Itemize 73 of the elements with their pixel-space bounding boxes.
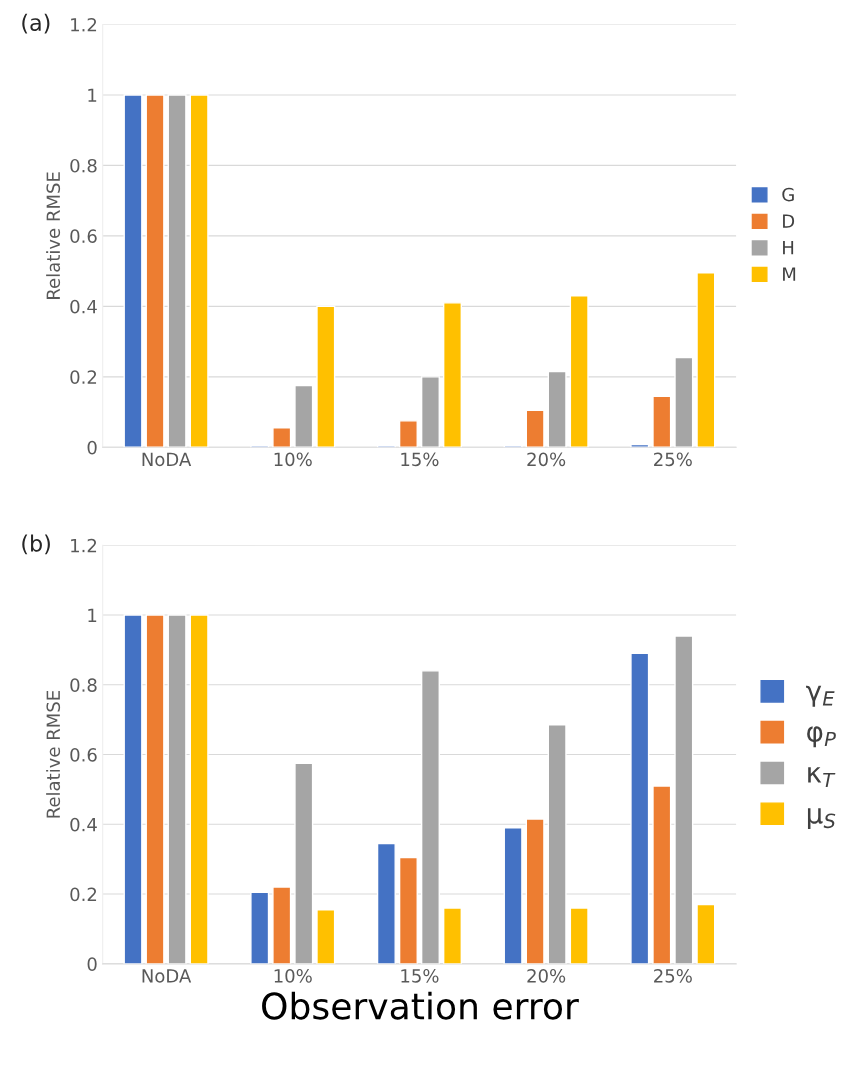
- bar: [250, 891, 270, 964]
- legend-label: G: [782, 187, 794, 202]
- bar: [630, 652, 650, 964]
- x-tick-label: 25%: [654, 969, 692, 983]
- bar: [316, 305, 336, 448]
- y-tick-label: 0.6: [70, 229, 97, 244]
- bar: [525, 409, 545, 448]
- bar: [294, 384, 314, 448]
- bar: [652, 395, 672, 448]
- y-tick-label: 1: [88, 608, 97, 622]
- bar: [272, 427, 292, 448]
- y-tick-label: 0.4: [70, 817, 97, 832]
- bar: [123, 614, 143, 964]
- legend-label: κ$_{T}$: [808, 767, 836, 788]
- bar: [123, 94, 143, 448]
- y-axis-title: Relative RMSE: [46, 690, 61, 818]
- y-axis-title: Relative RMSE: [46, 172, 61, 299]
- legend-label: H: [783, 240, 794, 255]
- x-tick-label: 20%: [527, 452, 566, 467]
- y-tick-label: 0.8: [70, 158, 97, 173]
- bar: [569, 907, 589, 964]
- y-tick-label: 1.2: [71, 538, 97, 553]
- bar: [189, 94, 209, 448]
- bar: [696, 903, 716, 964]
- bar: [145, 614, 165, 964]
- legend-label: γ$_{E}$: [806, 685, 835, 707]
- x-axis-title: Observation error: [262, 991, 579, 1020]
- text: (b): [22, 534, 50, 555]
- x-tick-label: 25%: [654, 452, 692, 467]
- bar: [569, 295, 589, 448]
- bar: [442, 302, 462, 448]
- text: (a): [22, 13, 50, 34]
- y-tick-label: 0.4: [70, 299, 97, 314]
- y-tick-label: 0.8: [70, 678, 97, 692]
- y-tick-label: 0: [87, 957, 97, 971]
- bar: [145, 94, 165, 448]
- bar: [442, 907, 462, 964]
- bar: [652, 785, 672, 964]
- bar: [696, 272, 716, 448]
- bar: [316, 909, 336, 964]
- bar: [398, 420, 418, 448]
- bar: [167, 614, 187, 964]
- x-tick-label: 10%: [274, 969, 312, 983]
- bar: [272, 886, 292, 964]
- bar: [376, 842, 396, 964]
- x-tick-label: 20%: [527, 969, 566, 983]
- x-tick-label: NoDA: [142, 452, 192, 467]
- y-tick-label: 0.6: [70, 748, 97, 762]
- bar: [547, 724, 567, 964]
- x-tick-label: 15%: [401, 452, 439, 467]
- bar: [189, 614, 209, 964]
- bar: [294, 762, 314, 964]
- bar: [525, 818, 545, 964]
- y-tick-label: 0.2: [70, 370, 97, 384]
- y-tick-label: 0: [87, 440, 97, 455]
- bar: [547, 370, 567, 448]
- x-tick-label: 15%: [401, 969, 439, 983]
- y-tick-label: 1.2: [71, 17, 97, 32]
- legend-label: M: [783, 267, 796, 281]
- bar: [420, 376, 440, 448]
- x-tick-label: 10%: [274, 452, 312, 467]
- bar: [674, 356, 694, 448]
- legend-label: φ$_{P}$: [807, 726, 836, 748]
- legend-label: D: [783, 214, 795, 228]
- bar: [420, 670, 440, 964]
- y-tick-label: 1: [88, 88, 97, 102]
- legend-label: μ$_{S}$: [807, 808, 836, 830]
- bar: [167, 94, 187, 448]
- bar: [674, 635, 694, 964]
- y-tick-label: 0.2: [70, 887, 97, 902]
- bar: [503, 827, 523, 964]
- bar: [398, 856, 418, 964]
- x-tick-label: NoDA: [142, 969, 192, 983]
